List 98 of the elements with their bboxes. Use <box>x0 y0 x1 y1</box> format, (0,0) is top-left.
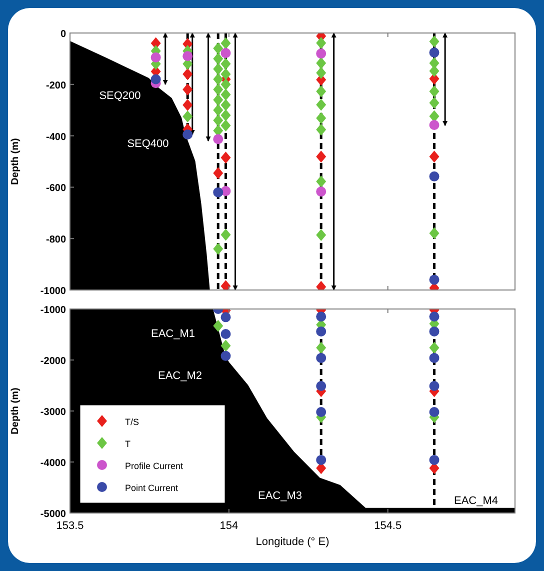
point <box>429 96 440 109</box>
y-tick-label: -800 <box>46 234 66 246</box>
point <box>213 187 224 198</box>
point <box>429 48 440 58</box>
point <box>429 274 440 285</box>
y-tick-label: -4000 <box>40 458 66 469</box>
point <box>316 98 326 111</box>
point <box>220 152 231 164</box>
point <box>429 120 440 130</box>
point <box>220 88 231 101</box>
point <box>182 98 193 111</box>
point <box>316 112 326 124</box>
point <box>220 78 231 90</box>
y-tick-label: -1000 <box>40 286 66 297</box>
point <box>182 130 193 140</box>
point <box>220 328 231 339</box>
annotation: EAC_M4 <box>454 495 498 507</box>
point <box>220 58 231 70</box>
point <box>182 68 193 80</box>
point <box>150 52 161 62</box>
point <box>213 242 224 255</box>
point <box>213 84 224 96</box>
point <box>316 229 326 241</box>
y-tick-label: 0 <box>60 29 66 40</box>
point <box>316 186 326 197</box>
annotation: SEQ400 <box>127 138 169 150</box>
point <box>182 84 193 96</box>
point <box>213 62 224 75</box>
point <box>316 150 326 163</box>
x-tick-label: 154 <box>220 520 238 532</box>
point <box>220 312 231 322</box>
legend-label: Point Current <box>125 483 179 493</box>
y-tick-label: -200 <box>46 80 66 92</box>
point <box>220 350 231 361</box>
y-tick-label: -3000 <box>40 407 66 418</box>
point <box>213 42 224 54</box>
annotation: EAC_M3 <box>258 490 302 502</box>
point <box>213 73 224 86</box>
point <box>213 104 224 116</box>
y-tick-label: -2000 <box>40 356 66 367</box>
point <box>316 407 326 418</box>
point <box>316 454 326 465</box>
legend-label: Profile Current <box>125 461 184 471</box>
point <box>213 134 224 144</box>
annotation: SEQ200 <box>99 90 141 102</box>
point <box>429 326 440 336</box>
point <box>213 52 224 65</box>
point <box>213 114 224 126</box>
point <box>316 66 326 79</box>
point <box>220 120 231 132</box>
point <box>182 110 193 123</box>
x-tick-label: 153.5 <box>56 520 84 532</box>
point <box>316 176 326 188</box>
point <box>316 352 326 363</box>
point <box>429 227 440 240</box>
x-tick-label: 154.5 <box>374 520 402 532</box>
point <box>316 124 326 136</box>
point <box>220 37 231 50</box>
y-axis-title: Depth (m) <box>10 138 21 185</box>
point <box>316 326 326 336</box>
point <box>429 150 440 163</box>
point <box>220 98 231 111</box>
annotation: EAC_M2 <box>158 370 202 382</box>
point <box>182 51 193 62</box>
legend-label: T <box>125 439 131 449</box>
point <box>213 320 224 332</box>
point <box>316 57 326 70</box>
point <box>213 167 224 180</box>
point <box>316 312 326 322</box>
point <box>429 312 440 322</box>
y-tick-label: -600 <box>46 183 66 194</box>
point <box>316 342 326 354</box>
point <box>429 342 440 354</box>
point <box>429 454 440 465</box>
point <box>429 171 440 182</box>
point <box>220 228 231 241</box>
point <box>220 48 231 58</box>
point <box>220 340 231 352</box>
point <box>429 352 440 363</box>
legend-label: T/S <box>125 417 140 427</box>
point <box>316 381 326 392</box>
point <box>213 94 224 106</box>
point <box>429 407 440 418</box>
x-axis-title: Longitude (° E) <box>256 536 330 548</box>
point <box>316 85 326 98</box>
y-tick-label: -400 <box>46 132 66 143</box>
y-tick-label: -5000 <box>40 509 66 520</box>
point <box>150 74 161 84</box>
point <box>429 85 440 98</box>
point <box>429 381 440 392</box>
point <box>316 48 326 59</box>
point <box>220 109 231 122</box>
annotation: EAC_M1 <box>150 328 196 340</box>
point <box>429 35 440 48</box>
y-tick-label: -1000 <box>40 305 66 316</box>
point <box>220 68 231 80</box>
y-axis-title: Depth (m) <box>10 388 21 434</box>
point <box>316 37 326 50</box>
